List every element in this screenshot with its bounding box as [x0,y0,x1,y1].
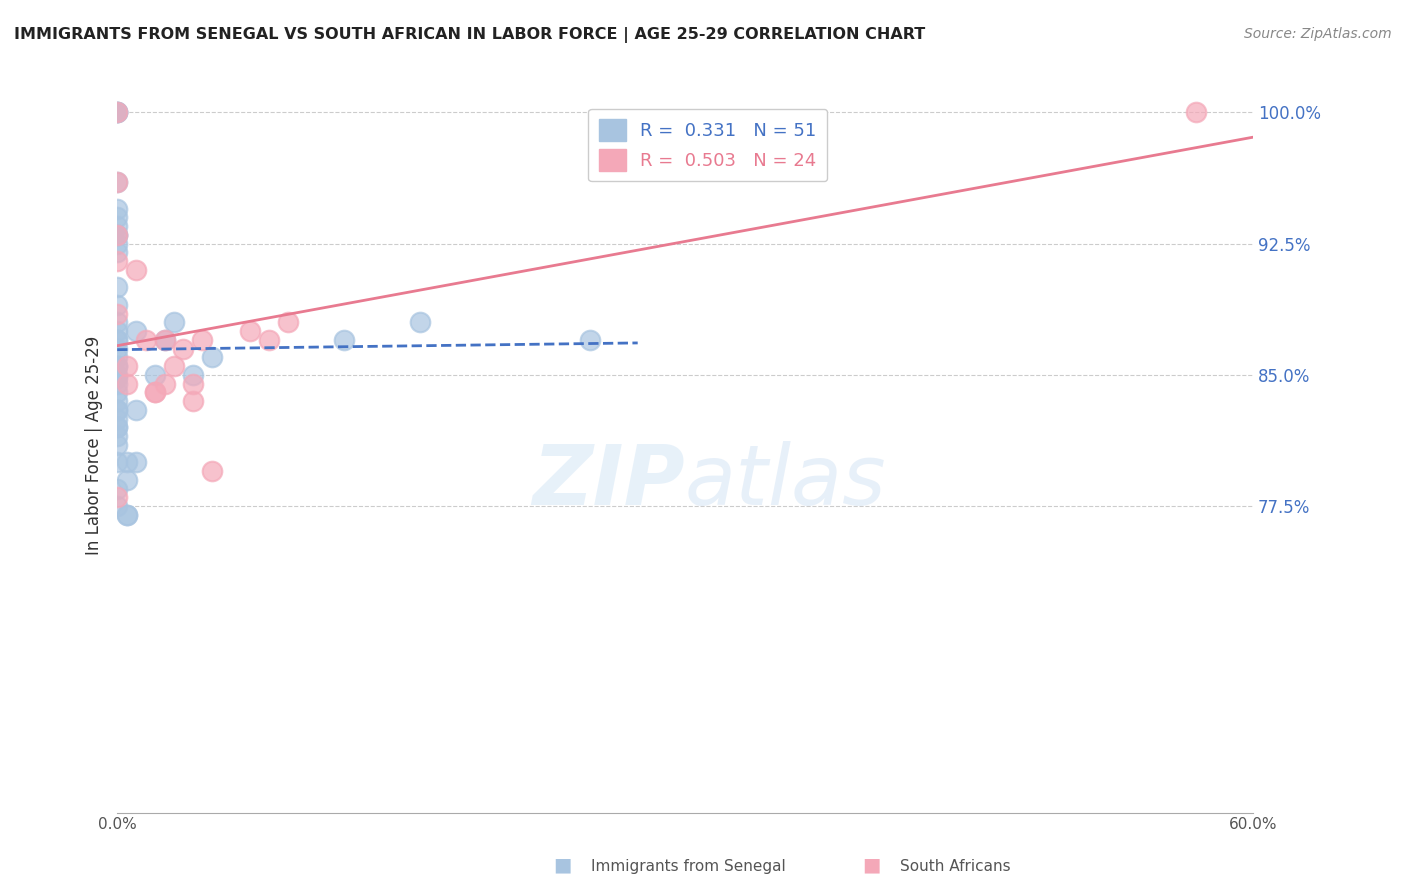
Point [105,227,128,242]
Point [105,202,128,216]
Point [153,333,176,347]
Point [143,385,166,400]
Point [115,473,138,487]
Point [153,333,176,347]
Text: Immigrants from Senegal: Immigrants from Senegal [591,859,786,874]
Point [181,394,204,409]
Point [105,359,128,374]
Point [115,455,138,469]
Point [105,368,128,382]
Point [143,385,166,400]
Text: atlas: atlas [685,442,887,522]
Point [105,227,128,242]
Point [105,403,128,417]
Point [105,324,128,338]
Point [201,464,224,478]
Point [105,333,128,347]
Point [163,359,186,374]
Point [1185,105,1208,120]
Point [115,508,138,522]
Point [125,324,148,338]
Point [115,508,138,522]
Text: South Africans: South Africans [900,859,1011,874]
Point [105,236,128,251]
Y-axis label: In Labor Force | Age 25-29: In Labor Force | Age 25-29 [86,335,103,555]
Point [105,254,128,268]
Point [105,371,128,385]
Point [105,105,128,120]
Point [105,500,128,514]
Point [277,316,299,330]
Point [105,105,128,120]
Point [105,420,128,434]
Point [181,376,204,391]
Text: ■: ■ [553,855,572,874]
Point [333,333,356,347]
Point [181,368,204,382]
Point [105,429,128,443]
Point [201,351,224,365]
Point [239,324,262,338]
Point [105,342,128,356]
Point [143,368,166,382]
Point [105,438,128,452]
Point [135,333,157,347]
Point [105,227,128,242]
Text: Source: ZipAtlas.com: Source: ZipAtlas.com [1244,27,1392,41]
Text: IMMIGRANTS FROM SENEGAL VS SOUTH AFRICAN IN LABOR FORCE | AGE 25-29 CORRELATION : IMMIGRANTS FROM SENEGAL VS SOUTH AFRICAN… [14,27,925,43]
Point [125,263,148,277]
Point [105,105,128,120]
Point [105,394,128,409]
Point [105,455,128,469]
Point [191,333,214,347]
Point [163,316,186,330]
Point [105,316,128,330]
Point [105,482,128,496]
Point [105,359,128,374]
Point [125,403,148,417]
Point [105,219,128,234]
Point [115,376,138,391]
Point [105,420,128,434]
Point [105,385,128,400]
Point [172,342,194,356]
Point [115,359,138,374]
Point [153,376,176,391]
Point [125,455,148,469]
Legend: R =  0.331   N = 51, R =  0.503   N = 24: R = 0.331 N = 51, R = 0.503 N = 24 [588,109,828,181]
Point [105,280,128,294]
Text: ZIP: ZIP [533,442,685,522]
Text: ■: ■ [862,855,882,874]
Point [105,176,128,190]
Point [105,351,128,365]
Point [105,403,128,417]
Point [105,491,128,505]
Point [409,316,432,330]
Point [105,211,128,225]
Point [105,105,128,120]
Point [105,411,128,425]
Point [105,376,128,391]
Point [105,245,128,260]
Point [579,333,602,347]
Point [105,307,128,321]
Point [105,333,128,347]
Point [105,176,128,190]
Point [105,298,128,312]
Point [257,333,280,347]
